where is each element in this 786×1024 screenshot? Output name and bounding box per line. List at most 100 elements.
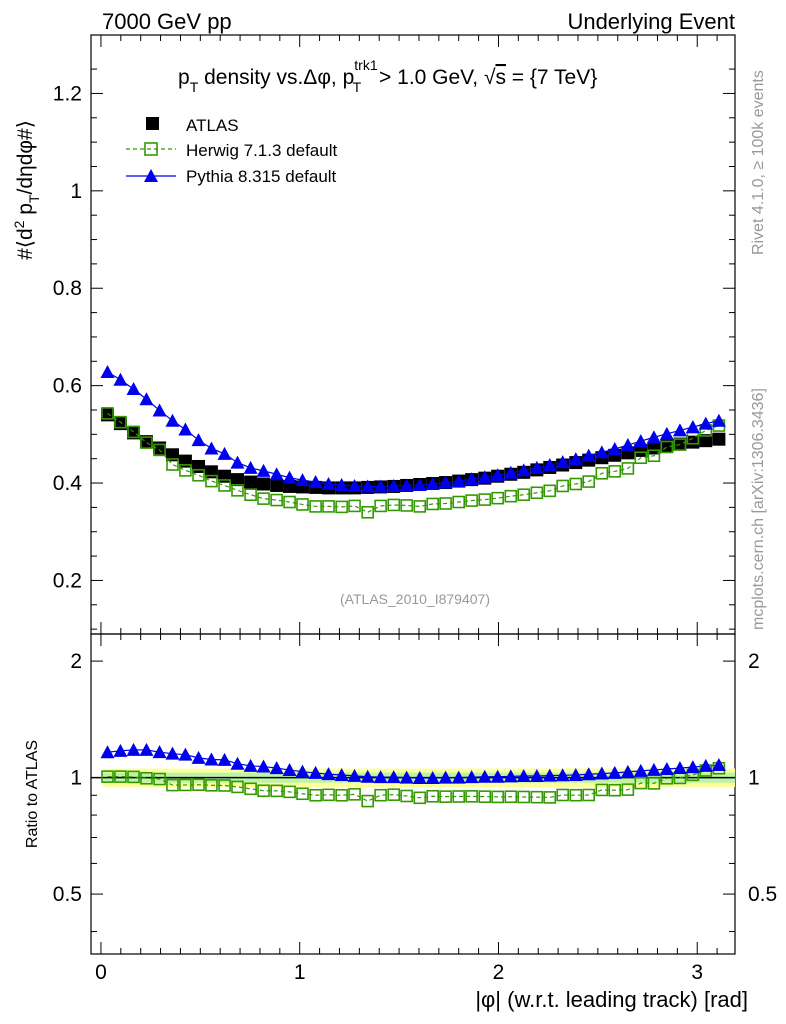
ratio-pythia-point	[581, 767, 596, 781]
ratio-pythia-point	[100, 745, 115, 759]
pythia-point	[217, 446, 232, 460]
herwig-point	[140, 436, 153, 449]
pythia-point	[542, 458, 557, 472]
ratio-herwig-point	[361, 794, 374, 808]
ratio-herwig-point	[426, 789, 439, 803]
ratio-herwig-point	[296, 787, 309, 801]
pythia-point	[451, 474, 466, 488]
ratio-pythia-point	[256, 759, 271, 773]
herwig-point	[257, 492, 270, 505]
ratio-pythia-point	[607, 765, 622, 779]
herwig-point	[322, 500, 335, 513]
herwig-point	[179, 464, 192, 477]
ratio-herwig-point	[218, 779, 231, 792]
ratio-pythia-point	[529, 769, 544, 783]
herwig-point	[608, 465, 622, 478]
pythia-point	[620, 438, 635, 452]
pythia-point	[685, 420, 700, 434]
ratio-pythia-point	[217, 752, 232, 766]
ratio-herwig-point	[400, 789, 413, 803]
y-tick-label: 1	[70, 180, 82, 203]
legend-label-herwig: Herwig 7.1.3 default	[186, 141, 337, 160]
ratio-y-tick-label-right: 2	[748, 650, 760, 673]
herwig-point	[387, 498, 401, 512]
ratio-herwig-point	[348, 788, 361, 801]
herwig-point	[426, 497, 439, 511]
herwig-point	[660, 440, 674, 454]
atlas-point	[192, 459, 206, 473]
ratio-herwig-point	[556, 788, 569, 802]
herwig-point	[569, 477, 583, 491]
ratio-pythia-point	[620, 764, 635, 778]
ratio-herwig-point	[335, 788, 348, 802]
pythia-point	[152, 403, 167, 417]
ratio-herwig-point	[127, 770, 140, 784]
ratio-herwig-point	[114, 770, 127, 783]
y-tick-label: 1.2	[53, 82, 82, 105]
ratio-pythia-point	[672, 761, 687, 775]
ratio-herwig-point	[530, 790, 544, 804]
herwig-point	[283, 495, 296, 509]
pythia-point	[230, 455, 245, 469]
ratio-herwig-point	[452, 790, 466, 803]
ratio-herwig-point	[595, 783, 609, 797]
ratio-pythia-point	[165, 746, 180, 760]
pythia-point	[334, 477, 349, 491]
ratio-herwig-point	[153, 772, 166, 786]
herwig-point	[673, 438, 687, 451]
ratio-pythia-point	[412, 771, 427, 785]
pythia-point	[607, 441, 622, 455]
pythia-point	[711, 413, 726, 427]
ratio-herwig-point	[543, 791, 557, 804]
ratio-herwig-point	[413, 791, 427, 805]
pythia-point	[633, 434, 648, 448]
ratio-y-axis-label: Ratio to ATLAS	[24, 740, 41, 848]
ratio-herwig-point	[465, 790, 478, 803]
ratio-pythia-point	[646, 762, 661, 776]
ratio-pythia-point	[347, 768, 362, 782]
ratio-pythia-point	[204, 752, 219, 766]
ratio-pythia-point	[386, 770, 401, 784]
ratio-herwig-point	[517, 790, 531, 804]
chart-title: pT density vs.Δφ, ptrk1 T > 1.0 GeV, √s =…	[178, 57, 597, 95]
herwig-point	[127, 425, 140, 439]
y-axis-label: #⟨d2 pT/dηdφ#⟩	[11, 120, 42, 260]
herwig-point	[335, 500, 348, 514]
ratio-pythia-point	[594, 766, 609, 780]
ratio-herwig-point	[491, 790, 504, 804]
ratio-herwig-point	[231, 780, 244, 794]
pythia-point	[256, 463, 271, 477]
ratio-pythia-point	[113, 743, 128, 757]
herwig-point	[491, 491, 504, 505]
pythia-point	[139, 392, 154, 406]
ratio-pythia-point	[568, 767, 583, 781]
ratio-pythia-point	[243, 758, 258, 772]
herwig-point	[114, 415, 127, 429]
herwig-point	[478, 493, 492, 506]
atlas-point	[647, 441, 661, 455]
ratio-pythia-point	[399, 770, 414, 784]
herwig-point	[400, 499, 413, 512]
ratio-herwig-point	[244, 782, 257, 796]
herwig-point	[452, 495, 466, 509]
ratio-pythia-point	[698, 758, 713, 772]
pythia-point	[659, 426, 674, 440]
y-tick-label: 0.4	[53, 472, 83, 495]
ratio-herwig-point	[101, 770, 114, 783]
ratio-pythia-point	[711, 758, 726, 772]
atlas-point	[257, 477, 271, 491]
header-right: Underlying Event	[567, 9, 735, 34]
ratio-herwig-point	[621, 783, 635, 796]
ratio-pythia-point	[139, 742, 154, 756]
ratio-pythia-point	[308, 765, 323, 779]
pythia-point	[490, 468, 505, 482]
herwig-point	[413, 500, 427, 513]
herwig-point	[582, 475, 596, 488]
analysis-watermark: (ATLAS_2010_I879407)	[340, 591, 490, 607]
legend-marker-herwig	[144, 142, 158, 156]
atlas-point	[244, 475, 258, 489]
herwig-point	[361, 505, 374, 519]
pythia-point	[516, 463, 531, 477]
ratio-herwig-point	[166, 778, 179, 792]
